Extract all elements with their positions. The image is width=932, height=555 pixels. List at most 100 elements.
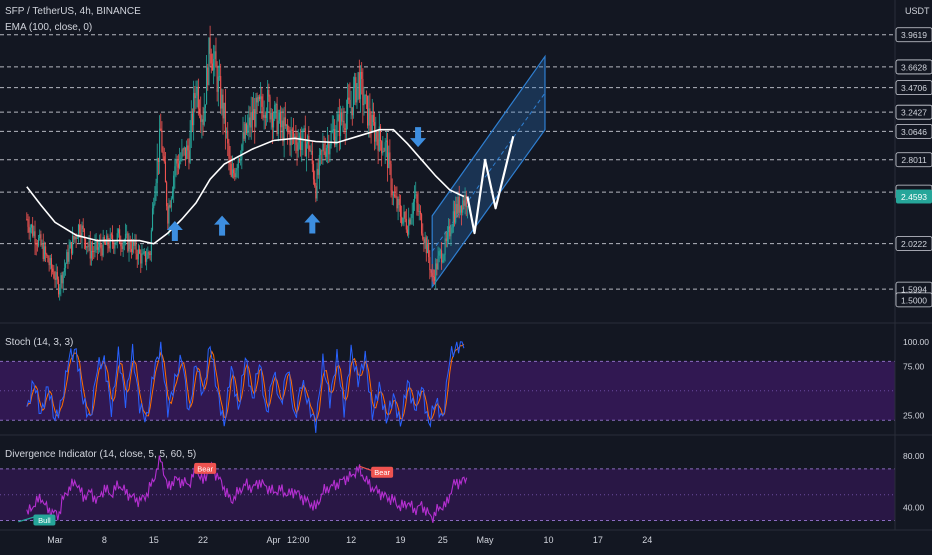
candle-body [278,112,280,121]
candle-body [207,67,209,86]
candle-body [388,152,390,168]
candle-body [332,129,335,131]
candle-body [368,108,370,126]
candle-body [415,194,417,196]
candle-body [367,95,369,126]
candle-body [228,143,230,159]
candle-body [45,246,47,255]
candle-body [401,216,403,224]
candle-body [63,267,65,273]
candle-body [72,235,74,254]
candle-body [99,242,101,248]
candle-body [143,251,145,254]
candle-body [247,125,249,133]
candle-body [41,243,43,246]
candle-body [60,275,62,288]
annotation-arrows[interactable] [166,127,427,241]
divergence-pane: Bull Bear Bear [0,434,932,526]
candle-body [429,257,431,271]
price-axis-label: 3.4706 [901,83,927,93]
candle-body [363,103,365,106]
candle-body [139,249,141,254]
candle-body [443,254,445,261]
price-level-tag [895,152,932,168]
projection-path[interactable] [466,135,515,235]
candle-body [55,272,57,280]
candle-body [193,93,195,126]
candle-body [280,112,282,128]
candle-body [79,224,81,233]
candle-body [130,248,132,252]
candle-body [285,124,288,126]
candle-body [38,238,40,246]
candle-body [218,76,221,77]
candle-body [132,240,134,252]
candle-body [101,248,103,256]
candle-body [156,157,158,184]
candle-body [226,130,228,134]
candle-body [245,123,248,133]
candle-body [276,103,278,135]
candle-body [53,271,55,279]
candle-body [69,242,71,249]
candle-body [27,219,29,227]
candle-body [275,103,277,105]
candle-body [317,168,319,175]
candle-body [355,77,357,103]
stoch-axis-label: 75.00 [903,361,925,371]
candle-body [197,86,199,109]
arrow-up-icon[interactable] [214,215,231,236]
bear-label-badge[interactable] [371,466,394,478]
candle-body [211,63,213,71]
candle-body [171,191,174,199]
candle-body [399,205,401,217]
candle-body [61,275,63,284]
candle-body [157,157,159,162]
bear-label: Bear [374,468,390,477]
candle-body [167,206,169,224]
candle-body [379,126,382,142]
time-axis-label: 12 [346,535,356,545]
candle-body [184,147,186,160]
candle-body [240,159,242,161]
candle-body [304,128,306,157]
candle-body [288,130,290,132]
candle-body [329,145,331,155]
candle-body [296,144,298,151]
candle-body [362,78,364,106]
candle-body [126,233,128,235]
arrow-down-icon[interactable] [410,127,427,148]
price-axis[interactable]: 3.96193.66283.47063.24273.06462.80112.50… [894,0,932,530]
candle-body [383,151,385,152]
projection-path-group[interactable] [466,135,515,235]
candle-body [382,151,384,154]
candle-body [77,224,80,238]
bull-label-badge[interactable] [33,514,56,526]
symbol-title: SFP / TetherUS, 4h, BINANCE [5,6,141,17]
candle-body [354,77,356,89]
arrow-up-icon[interactable] [166,221,183,241]
candle-body [46,254,48,256]
candle-body [253,109,255,120]
candle-body [120,243,122,247]
candle-body [206,67,208,105]
channel-midline [431,92,546,252]
candle-body [338,114,340,137]
candle-body [350,107,352,109]
candle-body [85,239,87,248]
candle-body [112,235,114,243]
time-axis[interactable]: Mar 8 15 22 Apr 12:00 12 19 25 May 10 17 24 [0,529,932,545]
current-price-tag[interactable] [896,189,932,204]
candle-body [94,244,96,252]
candle-body [113,242,115,249]
bull-label: Bull [38,516,51,525]
candle-body [201,119,203,122]
candle-body [129,239,131,249]
candle-body [392,194,394,196]
price-level-tag [895,292,932,308]
currency-label[interactable]: USDT [905,6,930,16]
bear-label-badge[interactable] [194,462,217,474]
candle-body [108,246,110,249]
candle-body [230,164,232,177]
arrow-up-icon[interactable] [304,213,321,234]
